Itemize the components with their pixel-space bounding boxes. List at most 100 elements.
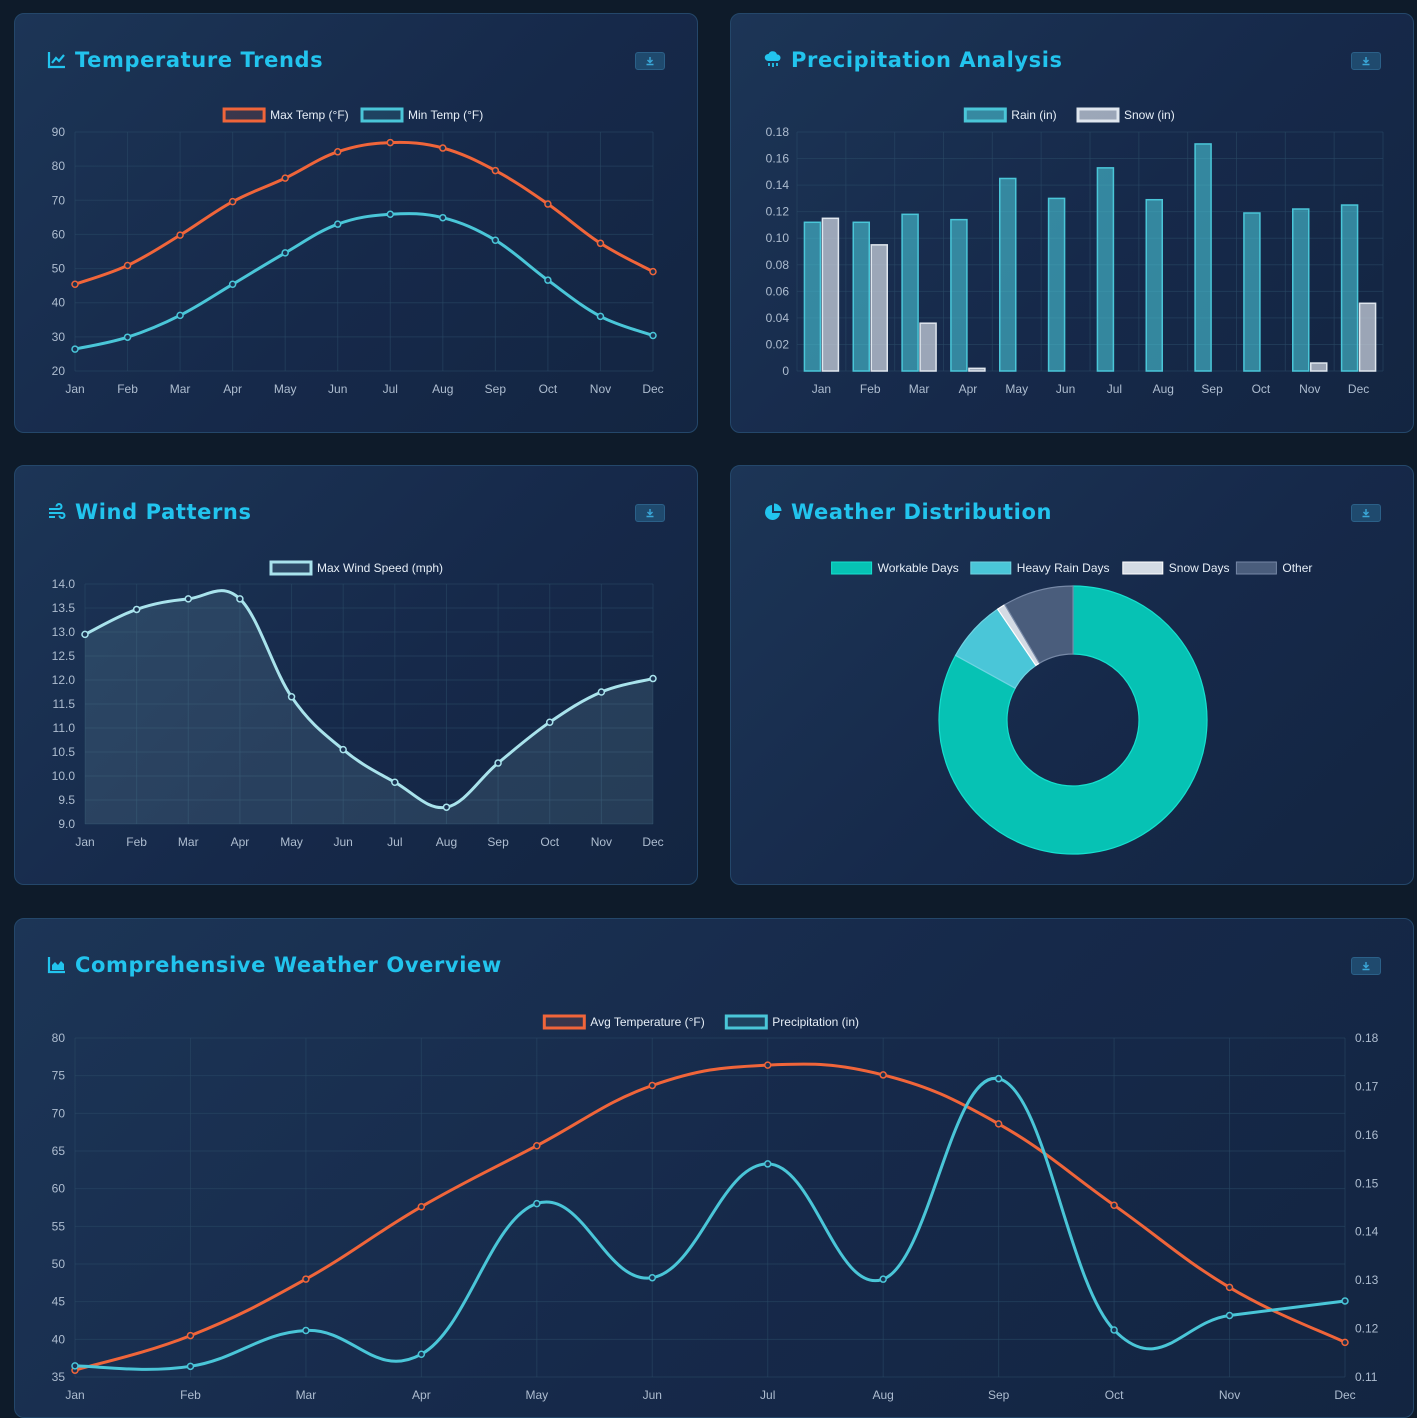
overview-y-left-tick: 75 — [52, 1069, 66, 1083]
precipitation-bar-rain — [950, 218, 968, 372]
temperature-x-tick: Dec — [642, 382, 663, 396]
precipitation-y-tick: 0.02 — [766, 337, 790, 351]
precipitation-x-tick: Jul — [1107, 382, 1122, 396]
overview-x-tick: Jan — [65, 1388, 84, 1402]
wind-y-tick: 12.0 — [52, 673, 76, 687]
distribution-legend-swatch-1 — [970, 561, 1012, 575]
overview-title: Comprehensive Weather Overview — [47, 953, 502, 977]
overview-y-right-tick: 0.14 — [1355, 1225, 1379, 1239]
overview-legend-label-1: Precipitation (in) — [772, 1015, 859, 1029]
temperature-x-tick: Jan — [65, 382, 84, 396]
overview-point — [648, 1273, 657, 1282]
temperature-point — [596, 239, 605, 248]
wind-x-tick: Dec — [642, 835, 663, 849]
wind-y-tick: 10.0 — [52, 769, 76, 783]
precipitation-legend-label-0: Rain (in) — [1011, 108, 1056, 122]
overview-card: Comprehensive Weather Overview 35 40 45 50 5… — [14, 918, 1414, 1418]
precipitation-y-tick: 0.04 — [766, 311, 790, 325]
temperature-point — [123, 333, 132, 341]
precipitation-x-tick: Oct — [1252, 382, 1271, 396]
overview-point — [533, 1199, 541, 1208]
wind-y-tick: 13.5 — [52, 601, 76, 615]
precipitation-y-tick: 0.08 — [766, 258, 790, 272]
wind-x-tick: Jun — [334, 835, 353, 849]
overview-download-button[interactable] — [1351, 957, 1381, 975]
temperature-card: Temperature Trends 20 30 40 50 60 70 80 90 Jan Fe… — [14, 13, 698, 433]
distribution-legend-label-2: Snow Days — [1169, 561, 1230, 575]
temperature-legend-label-0: Max Temp (°F) — [270, 108, 349, 122]
overview-point — [417, 1202, 426, 1211]
temperature-y-tick: 30 — [52, 330, 66, 344]
overview-x-tick: Aug — [873, 1388, 894, 1402]
precipitation-x-tick: Mar — [909, 382, 930, 396]
wind-x-tick: Aug — [436, 835, 457, 849]
overview-point — [648, 1081, 657, 1090]
download-icon — [646, 509, 654, 518]
temperature-download-button[interactable] — [635, 52, 665, 70]
precipitation-bar-snow — [968, 367, 986, 372]
temperature-x-tick: Sep — [485, 382, 507, 396]
overview-y-left-tick: 45 — [52, 1295, 66, 1309]
overview-point — [994, 1120, 1003, 1128]
overview-y-right-tick: 0.13 — [1355, 1273, 1379, 1287]
temperature-legend-swatch-1 — [360, 107, 404, 123]
overview-series-line-1 — [74, 1077, 1346, 1371]
temperature-point — [439, 144, 447, 152]
wind-point — [236, 595, 244, 603]
temperature-series-line-0 — [74, 140, 654, 286]
distribution-download-button[interactable] — [1351, 504, 1381, 522]
download-icon — [1362, 962, 1370, 971]
overview-legend-label-0: Avg Temperature (°F) — [590, 1015, 704, 1029]
precipitation-bar-rain — [999, 177, 1017, 372]
overview-x-tick: May — [525, 1388, 548, 1402]
wind-point — [391, 778, 399, 786]
distribution-legend-label-0: Workable Days — [878, 561, 959, 575]
overview-chart: 35 40 45 50 55 60 65 70 75 80 0.11 0.12 0.13 0.14 0.15… — [52, 1014, 1379, 1402]
wind-point — [81, 630, 89, 639]
precipitation-bar-rain — [1096, 167, 1115, 372]
wind-point — [597, 688, 606, 696]
temperature-y-tick: 60 — [52, 227, 66, 241]
precipitation-x-tick: Nov — [1299, 382, 1320, 396]
wind-download-button[interactable] — [635, 504, 665, 522]
overview-y-left-tick: 40 — [52, 1332, 66, 1346]
wind-x-tick: Jul — [387, 835, 402, 849]
precipitation-y-tick: 0.12 — [766, 205, 790, 219]
precipitation-x-tick: Sep — [1201, 382, 1223, 396]
temperature-x-tick: Jun — [328, 382, 347, 396]
temperature-x-tick: Feb — [117, 382, 138, 396]
precipitation-download-button[interactable] — [1351, 52, 1381, 70]
temperature-x-tick: Oct — [539, 382, 558, 396]
precipitation-bar-rain — [1340, 204, 1359, 372]
chart-pie-icon — [765, 503, 782, 520]
wind-x-tick: May — [280, 835, 303, 849]
temperature-point — [176, 231, 184, 239]
wind-x-tick: Mar — [178, 835, 199, 849]
temperature-point — [386, 138, 395, 147]
temperature-series-line-1 — [74, 212, 654, 351]
precipitation-bar-rain — [803, 221, 822, 372]
temperature-x-tick: Mar — [170, 382, 191, 396]
overview-legend-swatch-1 — [724, 1014, 768, 1030]
temperature-point — [386, 210, 395, 219]
temperature-point — [491, 166, 500, 175]
wind-area-fill — [85, 590, 653, 824]
temperature-y-tick: 40 — [52, 296, 66, 310]
precipitation-legend-swatch-0 — [963, 107, 1007, 123]
precipitation-bar-rain — [1292, 208, 1310, 372]
download-icon — [1362, 509, 1370, 518]
temperature-point — [649, 267, 657, 276]
overview-point — [1341, 1338, 1349, 1347]
wind-x-tick: Oct — [540, 835, 559, 849]
overview-y-left-tick: 60 — [52, 1182, 66, 1196]
temperature-x-tick: Nov — [590, 382, 611, 396]
distribution-legend-swatch-0 — [831, 561, 873, 575]
overview-x-tick: Mar — [296, 1388, 317, 1402]
overview-point — [763, 1061, 772, 1069]
precipitation-y-tick: 0 — [782, 364, 789, 378]
precipitation-x-tick: Jun — [1056, 382, 1075, 396]
precipitation-x-tick: Feb — [860, 382, 881, 396]
overview-y-right-tick: 0.12 — [1355, 1322, 1379, 1336]
wind-card: Wind Patterns 9.0 9.5 10.0 10.5 11.0 11.5 12.0… — [14, 465, 698, 885]
overview-point — [186, 1362, 195, 1371]
